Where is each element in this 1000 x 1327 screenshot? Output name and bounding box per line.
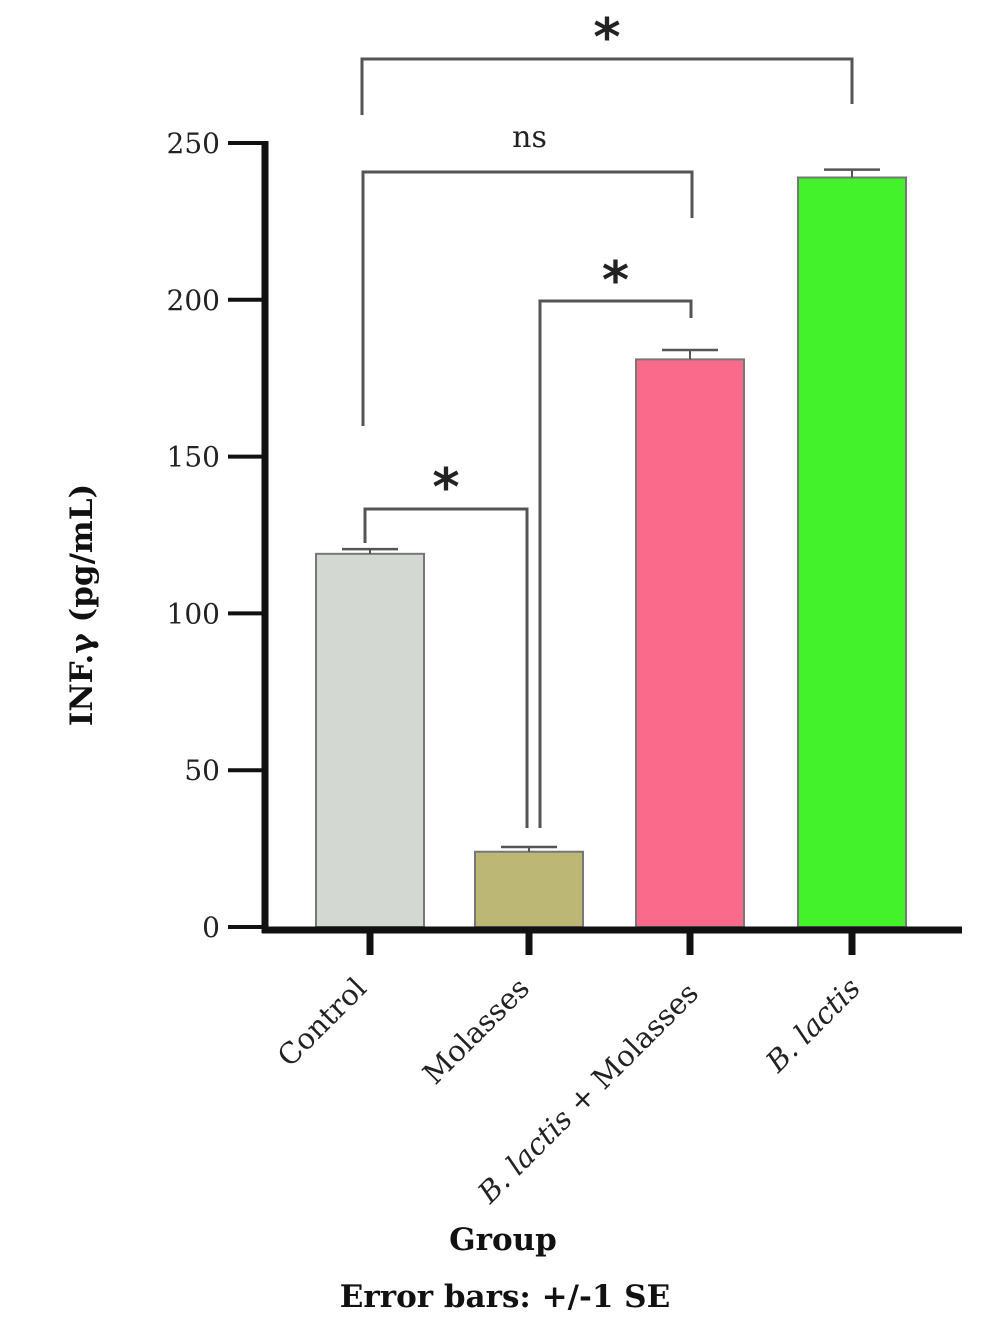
error-bar-note: Error bars: +/-1 SE bbox=[340, 1279, 670, 1315]
error-bars-layer bbox=[342, 168, 880, 852]
significance-bracket bbox=[361, 170, 694, 426]
x-tick-label: Control bbox=[271, 971, 373, 1073]
y-tick-label: 0 bbox=[202, 911, 220, 944]
bar bbox=[797, 176, 907, 929]
y-tick-label: 50 bbox=[184, 754, 220, 787]
significance-label-ns: ns bbox=[512, 120, 547, 155]
y-tick-label: 200 bbox=[167, 284, 220, 317]
axes-layer bbox=[261, 141, 962, 934]
y-ticks-layer: 0 50 100 150 200 250 bbox=[167, 127, 265, 944]
significance-bracket bbox=[538, 299, 693, 828]
x-tick-label: B. lactis bbox=[758, 971, 866, 1079]
y-tick-label: 100 bbox=[167, 597, 220, 630]
bar bbox=[635, 358, 745, 929]
significance-bracket bbox=[360, 57, 854, 115]
significance-bracket bbox=[363, 507, 529, 828]
y-axis-title: INF.γ (pg/mL) bbox=[64, 484, 100, 726]
x-tick-label: Molasses bbox=[416, 971, 536, 1091]
x-axis-title: Group bbox=[449, 1222, 557, 1258]
bar bbox=[474, 850, 584, 929]
y-tick-label: 250 bbox=[167, 127, 220, 160]
y-tick-label: 150 bbox=[167, 441, 220, 474]
significance-label-star: * bbox=[602, 251, 629, 311]
bar bbox=[315, 552, 425, 928]
significance-label-star: * bbox=[432, 458, 459, 518]
significance-label-star: * bbox=[593, 8, 620, 68]
significance-brackets-layer: * * ns * bbox=[360, 8, 854, 828]
